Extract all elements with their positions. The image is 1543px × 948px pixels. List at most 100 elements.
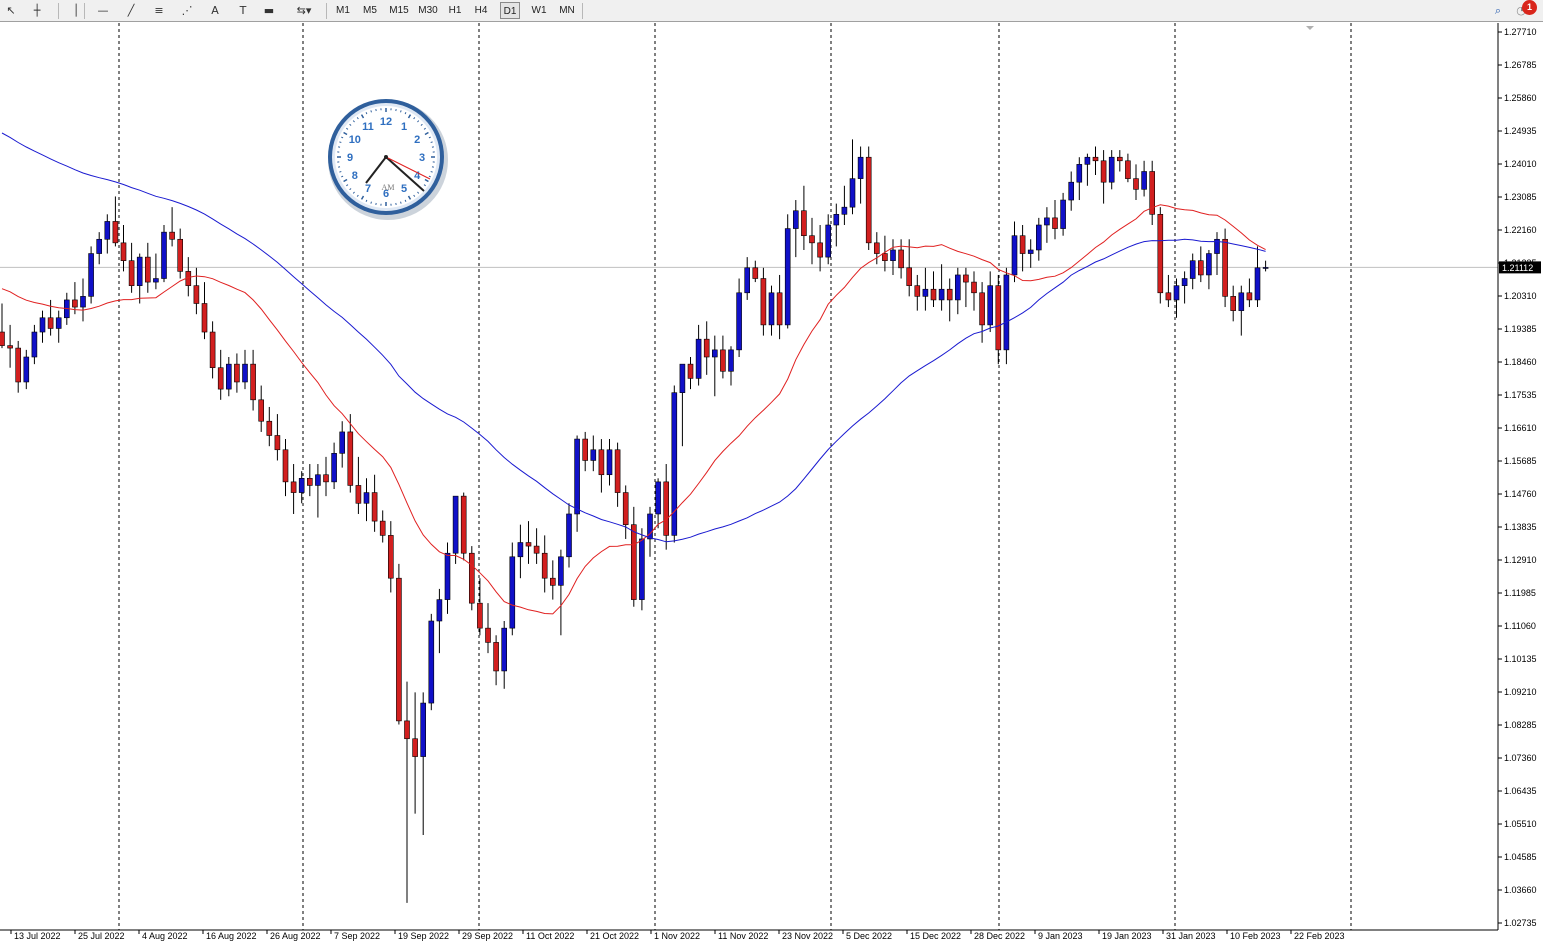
time-tick-label: 1 Nov 2022 (654, 931, 700, 941)
fibonacci-channel-icon[interactable]: ≡ (154, 4, 164, 17)
candlestick (306, 464, 313, 497)
candlestick (582, 431, 589, 472)
candlestick (1230, 285, 1236, 322)
candle-body (460, 495, 467, 554)
time-tick-label: 22 Feb 2023 (1294, 931, 1345, 941)
candle-body (1117, 156, 1123, 162)
candlestick (995, 274, 1002, 365)
candle-body (987, 285, 994, 326)
candlestick (258, 385, 265, 432)
candlestick (792, 200, 799, 258)
cursor-arrow-icon[interactable]: ↖ (6, 4, 16, 17)
trendline-icon[interactable]: ╱ (127, 4, 135, 17)
notification-badge[interactable]: 1 (1522, 0, 1537, 15)
candle-body (1181, 278, 1188, 286)
candlestick (1108, 150, 1115, 190)
price-tick-label: 1.14760 (1504, 489, 1537, 499)
candlestick (436, 588, 443, 654)
plot-area[interactable] (0, 23, 1498, 930)
chart-shift-marker[interactable] (1306, 26, 1314, 30)
price-tick-label: 1.18460 (1504, 357, 1537, 367)
candle-body (1165, 292, 1172, 301)
clock-minute-tick (360, 195, 365, 200)
candlestick (1238, 285, 1245, 336)
candle-body (242, 363, 248, 383)
candle-body (1173, 285, 1180, 301)
candle-body (890, 249, 896, 261)
candlestick (72, 282, 78, 315)
price-chart[interactable]: 1.27710 1.26785 1.25860 1.24935 1.24010 1.230… (0, 23, 1543, 948)
candle-body (1125, 160, 1131, 179)
vertical-line-icon[interactable]: │ (72, 4, 80, 17)
moving-average-fast-line (1, 204, 1266, 615)
candle-body (485, 627, 491, 643)
timeframe-h1-button[interactable]: H1 (448, 5, 462, 16)
candlestick (857, 146, 864, 204)
candle-body (647, 513, 653, 540)
candlestick (1262, 260, 1269, 272)
timeframe-d1-button[interactable]: D1 (500, 2, 520, 19)
candlestick (290, 464, 297, 514)
candle-body (128, 260, 135, 286)
candlestick (971, 271, 977, 311)
price-tick-label: 1.24935 (1504, 126, 1537, 136)
candle-body (639, 538, 645, 600)
price-tick-label: 1.04585 (1504, 852, 1537, 862)
candlestick (379, 510, 386, 543)
candlestick (355, 456, 362, 514)
candle-body (1254, 267, 1261, 301)
clock-minute-tick (352, 191, 355, 194)
clock-numeral: 5 (401, 183, 407, 195)
candle-body (833, 214, 840, 226)
candlestick (104, 214, 111, 254)
text-box-icon[interactable]: T (239, 4, 247, 17)
rectangle-label-icon[interactable]: ▬ (263, 4, 275, 17)
horizontal-line-icon[interactable]: — (97, 4, 109, 17)
search-icon[interactable]: ⌕ (1494, 4, 1502, 17)
text-label-icon[interactable]: A (211, 4, 219, 17)
candlestick (760, 267, 767, 336)
fibonacci-fan-icon[interactable]: ⋰ (181, 4, 193, 17)
price-tick-label: 1.25860 (1504, 93, 1537, 103)
candlestick (1206, 249, 1212, 290)
candle-body (971, 281, 977, 294)
clock-minute-tick (360, 114, 365, 119)
candle-body (72, 299, 78, 308)
candlestick (339, 421, 346, 468)
timeframe-m30-button[interactable]: M30 (418, 5, 438, 16)
candlestick (517, 524, 524, 579)
clock-minute-tick (423, 184, 426, 187)
timeframe-m15-button[interactable]: M15 (389, 5, 409, 16)
candle-body (217, 367, 224, 390)
timeframe-mn-button[interactable]: MN (559, 5, 575, 16)
clock-numeral: 3 (419, 152, 425, 164)
candlestick (549, 560, 556, 600)
candle-body (7, 345, 13, 349)
candlestick (201, 282, 208, 340)
clock-minute-tick (365, 112, 368, 115)
candle-body (606, 449, 613, 476)
clock-minute-tick (343, 131, 348, 136)
candlestick (501, 621, 508, 689)
clock-minute-tick (352, 120, 355, 123)
candle-body (590, 449, 597, 461)
timeframe-w1-button[interactable]: W1 (531, 5, 547, 16)
crosshair-icon[interactable]: ┼ (33, 4, 41, 17)
clock-minute-tick (346, 184, 349, 187)
timeframe-h4-button[interactable]: H4 (474, 5, 488, 16)
timeframe-m1-button[interactable]: M1 (336, 5, 350, 16)
candle-body (396, 577, 402, 722)
notifications-icon[interactable]: ◔ (1516, 4, 1526, 17)
clock-minute-tick (349, 123, 352, 126)
timeframe-m5-button[interactable]: M5 (363, 5, 377, 16)
candle-body (525, 542, 532, 547)
candle-body (412, 738, 418, 757)
candlestick (639, 528, 645, 611)
price-tick-label: 1.13835 (1504, 522, 1537, 532)
candle-body (436, 599, 443, 622)
shapes-dropdown-icon[interactable]: ⇆▾ (296, 4, 312, 17)
candle-body (882, 253, 888, 261)
candle-body (177, 238, 183, 272)
candlestick (371, 474, 378, 532)
clock-minute-tick (341, 136, 344, 139)
